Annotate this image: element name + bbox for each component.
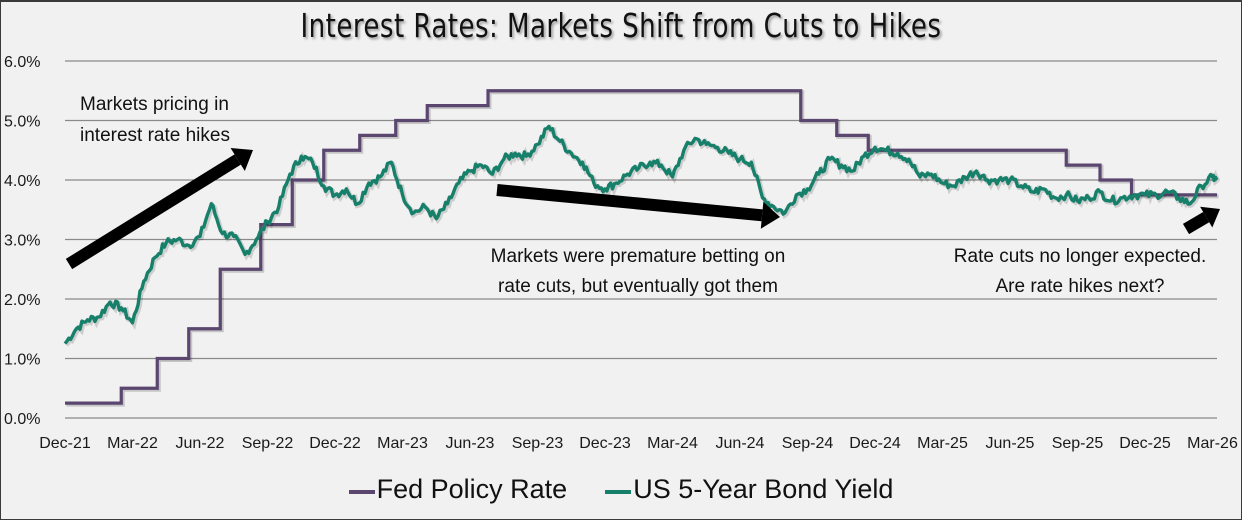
hike-arrow-shaft (65, 154, 241, 270)
y-axis-ticks: 0.0% 1.0% 2.0% 3.0% 4.0% 5.0% 6.0% (4, 54, 40, 428)
x-tick-label: Mar-23 (377, 435, 428, 452)
legend-item-fed-policy-rate: Fed Policy Rate (348, 474, 568, 505)
series-layer (63, 89, 1221, 407)
annotation-arrows (65, 148, 1220, 270)
x-tick-label: Dec-22 (309, 435, 361, 452)
x-tick-label: Dec-21 (39, 435, 91, 452)
x-tick-label: Sep-25 (1052, 435, 1104, 452)
cuts-arrow-shaft (496, 184, 763, 222)
x-tick-label: Sep-22 (242, 435, 294, 452)
x-tick-label: Jun-24 (716, 435, 765, 452)
x-axis-ticks: Dec-21 Mar-22 Jun-22 Sep-22 Dec-22 Mar-23 Jun-… (39, 435, 1238, 452)
annotations: Markets pricing in interest rate hikes Mar… (80, 94, 1206, 297)
x-tick-label: Dec-23 (579, 435, 631, 452)
gridlines (65, 60, 1217, 419)
annotation-text: Are rate hikes next? (996, 276, 1165, 297)
annotation-text: Markets pricing in (80, 94, 229, 115)
legend-swatch-yield (605, 489, 632, 494)
cuts-arrow-head (760, 201, 780, 229)
legend: Fed Policy Rate US 5-Year Bond Yield (0, 474, 1242, 505)
legend-label-fed: Fed Policy Rate (376, 474, 568, 504)
us-5y-yield-line (63, 124, 1219, 345)
y-tick-label: 3.0% (4, 233, 40, 250)
y-tick-label: 2.0% (4, 292, 40, 309)
x-tick-label: Mar-22 (107, 435, 158, 452)
x-tick-label: Dec-25 (1119, 435, 1171, 452)
x-tick-label: Jun-22 (176, 435, 225, 452)
x-tick-label: Sep-23 (512, 435, 564, 452)
x-tick-label: Mar-24 (647, 435, 698, 452)
rate-hikes-next-arrow-head (1200, 206, 1220, 228)
legend-label-yield: US 5-Year Bond Yield (633, 474, 894, 504)
y-tick-label: 4.0% (4, 173, 40, 190)
annotation-text: Markets were premature betting on (491, 246, 786, 267)
legend-item-us-5y-yield: US 5-Year Bond Yield (605, 474, 893, 505)
x-tick-label: Sep-24 (782, 435, 834, 452)
x-tick-label: Mar-26 (1187, 435, 1238, 452)
y-tick-label: 1.0% (4, 352, 40, 369)
x-tick-label: Dec-24 (849, 435, 901, 452)
y-tick-label: 5.0% (4, 114, 40, 131)
annotation-text: rate cuts, but eventually got them (498, 276, 778, 297)
x-tick-label: Mar-25 (917, 435, 968, 452)
rate-hikes-next-arrow-shaft (1182, 211, 1210, 235)
fed-policy-rate-line (65, 89, 1217, 405)
annotation-text: interest rate hikes (80, 125, 230, 146)
chart-title: Interest Rates: Markets Shift from Cuts … (300, 6, 942, 45)
legend-swatch-fed (348, 489, 375, 494)
x-tick-label: Jun-25 (986, 435, 1035, 452)
y-tick-label: 0.0% (4, 411, 40, 428)
annotation-text: Rate cuts no longer expected. (954, 246, 1206, 267)
x-tick-label: Jun-23 (446, 435, 495, 452)
hike-arrow-head (230, 148, 253, 171)
y-tick-label: 6.0% (4, 54, 40, 71)
